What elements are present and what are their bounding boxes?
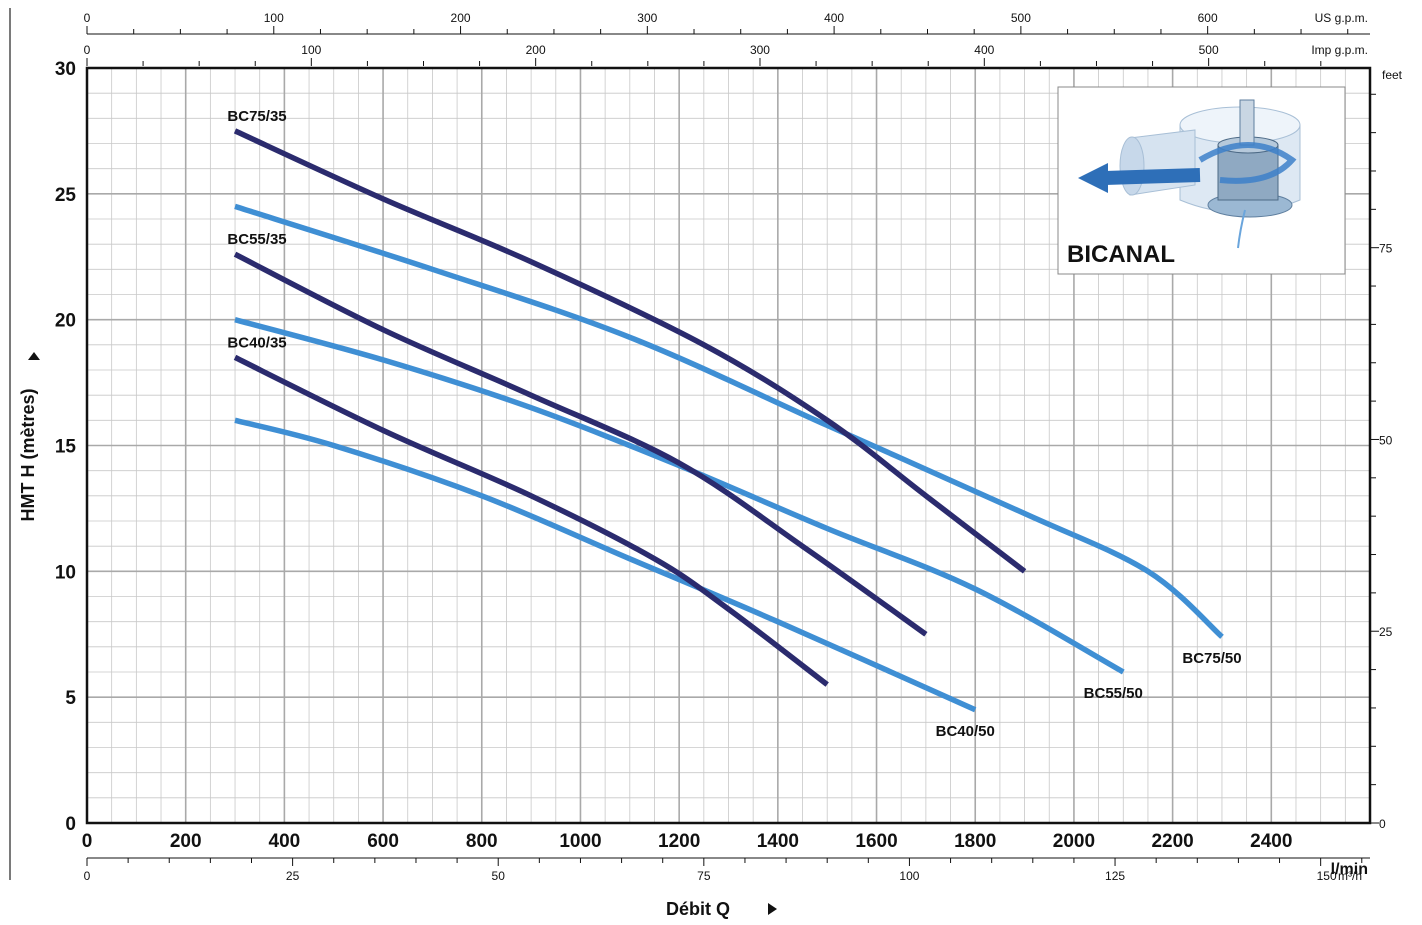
x-tick-label: 200 bbox=[170, 831, 202, 852]
bottom-m3h-tick-label: 125 bbox=[1105, 869, 1125, 883]
bottom-m3h-tick-label: 50 bbox=[492, 869, 506, 883]
curve-label-bc75-50: BC75/50 bbox=[1182, 650, 1241, 667]
y-axis-title: HMT H (mètres) bbox=[18, 388, 38, 521]
curve-bc55-35 bbox=[233, 251, 928, 637]
curve-label-bc55-35: BC55/35 bbox=[227, 231, 286, 248]
top-imp-tick-label: 500 bbox=[1199, 43, 1219, 57]
x-tick-label: 0 bbox=[82, 831, 93, 852]
x-unit-label: l/min bbox=[1331, 861, 1368, 878]
top-imp-unit-label: Imp g.p.m. bbox=[1311, 43, 1368, 57]
y-tick-label: 30 bbox=[55, 59, 76, 80]
y-tick-label: 25 bbox=[55, 185, 77, 206]
right-feet-tick-label: 25 bbox=[1379, 625, 1393, 639]
x-tick-label: 2000 bbox=[1053, 831, 1095, 852]
top-us-tick-label: 500 bbox=[1011, 11, 1031, 25]
curve-bc75-50 bbox=[234, 203, 1224, 639]
y-tick-label: 10 bbox=[55, 562, 76, 583]
x-tick-label: 1800 bbox=[954, 831, 996, 852]
top-imp-tick-label: 0 bbox=[84, 43, 91, 57]
top-us-unit-label: US g.p.m. bbox=[1315, 11, 1368, 25]
x-tick-label: 2400 bbox=[1250, 831, 1292, 852]
inset-label: BICANAL bbox=[1067, 241, 1175, 268]
curve-label-bc75-35: BC75/35 bbox=[227, 108, 286, 125]
impeller-illustration bbox=[1078, 99, 1301, 249]
x-tick-label: 1000 bbox=[559, 831, 601, 852]
x-tick-label: 400 bbox=[269, 831, 301, 852]
y-axis-arrow-icon bbox=[28, 352, 40, 360]
x-tick-label: 1200 bbox=[658, 831, 700, 852]
x-tick-label: 800 bbox=[466, 831, 498, 852]
x-axis-title: Débit Q bbox=[666, 899, 730, 919]
right-feet-tick-label: 0 bbox=[1379, 817, 1386, 831]
top-imp-tick-label: 300 bbox=[750, 43, 770, 57]
x-tick-label: 2200 bbox=[1151, 831, 1193, 852]
m3h-unit-label: m³/h bbox=[1338, 869, 1362, 883]
series-layer: BC75/50 BC55/50 BC40/50 BC75/35 BC55/35 BC40/… bbox=[227, 108, 1241, 740]
top-us-tick-label: 300 bbox=[637, 11, 657, 25]
top-imp-tick-label: 400 bbox=[974, 43, 994, 57]
grid bbox=[87, 68, 1370, 823]
y-tick-label: 5 bbox=[65, 688, 76, 709]
plot-frame bbox=[85, 66, 1372, 825]
top-us-tick-label: 400 bbox=[824, 11, 844, 25]
top-imp-tick-label: 200 bbox=[526, 43, 546, 57]
y-tick-label: 0 bbox=[65, 814, 76, 835]
bottom-m3h-tick-label: 25 bbox=[286, 869, 300, 883]
curve-bc40-50 bbox=[234, 417, 977, 713]
bottom-m3h-tick-label: 75 bbox=[697, 869, 711, 883]
top-us-tick-label: 600 bbox=[1198, 11, 1218, 25]
curve-bc75-35 bbox=[233, 128, 1027, 574]
bottom-m3h-tick-label: 0 bbox=[84, 869, 91, 883]
x-axis-arrow-icon bbox=[768, 903, 777, 915]
curve-label-bc40-35: BC40/35 bbox=[227, 334, 286, 351]
top-us-tick-label: 0 bbox=[84, 11, 91, 25]
feet-unit-label: feet bbox=[1382, 68, 1403, 82]
top-us-tick-label: 200 bbox=[451, 11, 471, 25]
axes: 0 200 400 600 800 1000 1200 1400 1600 1800 2000 220… bbox=[55, 11, 1393, 883]
curve-label-bc40-50: BC40/50 bbox=[936, 723, 995, 740]
bicanal-inset: BICANAL bbox=[1057, 86, 1346, 275]
right-feet-tick-label: 50 bbox=[1379, 433, 1393, 447]
y-tick-label: 20 bbox=[55, 311, 76, 332]
y-tick-label: 15 bbox=[55, 437, 77, 458]
bottom-m3h-tick-label: 150 bbox=[1317, 869, 1337, 883]
x-tick-label: 1400 bbox=[757, 831, 799, 852]
x-tick-label: 600 bbox=[367, 831, 399, 852]
bottom-m3h-tick-label: 100 bbox=[899, 869, 919, 883]
top-imp-tick-label: 100 bbox=[301, 43, 321, 57]
curve-bc40-35 bbox=[233, 354, 829, 687]
top-us-tick-label: 100 bbox=[264, 11, 284, 25]
curve-label-bc55-50: BC55/50 bbox=[1084, 685, 1143, 702]
x-tick-label: 1600 bbox=[855, 831, 897, 852]
right-feet-tick-label: 75 bbox=[1379, 242, 1393, 256]
